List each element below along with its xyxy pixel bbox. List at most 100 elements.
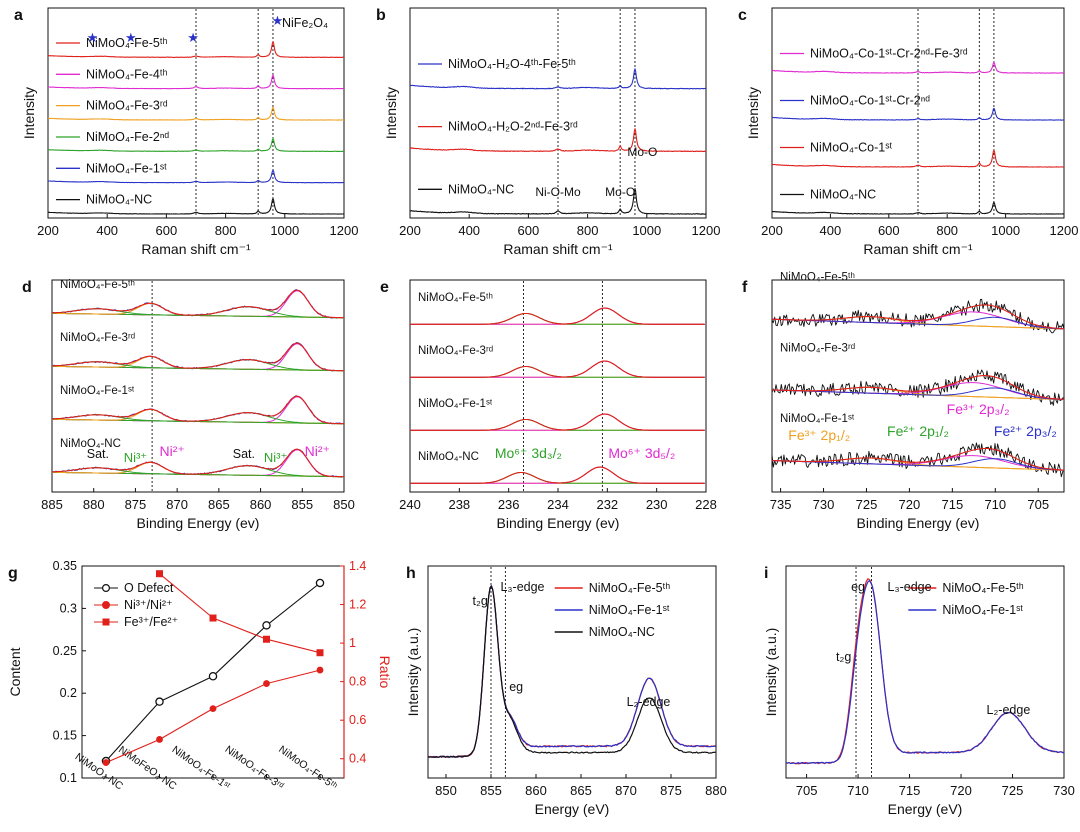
x-tick-label: 400 (458, 223, 480, 238)
fit-component (410, 313, 705, 325)
series-line (410, 68, 707, 90)
y-tick-label: 0.35 (53, 559, 77, 573)
envelope-fit (410, 466, 705, 484)
series-line (409, 128, 707, 153)
x-tick-label: 238 (448, 497, 470, 512)
raw-spectrum (410, 307, 705, 325)
star-marker: ★ (272, 13, 284, 28)
x-tick-label: 730 (1053, 783, 1075, 798)
x-tick-label: NiMoO₄-Fe-1ˢᵗ (170, 744, 233, 793)
series-label: NiMoO₄-Fe-1ˢᵗ (60, 385, 135, 397)
x-tick-label: 715 (942, 497, 964, 512)
data-point (209, 614, 217, 622)
x-tick-label: 880 (83, 497, 105, 512)
legend-label: NiMoO₄-Fe-1ˢᵗ (942, 603, 1023, 617)
fit-component (410, 419, 705, 431)
peak-annotation: L₂-edge (987, 703, 1031, 717)
panel-h-frame (427, 565, 717, 779)
legend-marker (101, 583, 110, 592)
peak-annotation: Fe³⁺ 2p₃/₂ (947, 401, 1010, 417)
peak-annotation: eg (851, 580, 865, 594)
star-marker: ★ (125, 30, 137, 45)
data-point (263, 680, 270, 687)
series-label: NiMoO₄-H₂O-2ⁿᵈ-Fe-3ʳᵈ (448, 120, 578, 134)
x-tick-label: 725 (1002, 783, 1024, 798)
series-label: NiMoO₄-Fe-1ˢᵗ (418, 398, 493, 410)
peak-annotation: Fe³⁺ 2p₁/₂ (788, 427, 850, 443)
panel-letter-f: f (742, 279, 748, 296)
series-label: NiMoO₄-Fe-5ᵗʰ (780, 272, 855, 284)
x-tick-label: 1000 (632, 223, 661, 238)
series-line (48, 198, 344, 215)
series-label: NiMoO₄-NC (448, 182, 514, 196)
series-label: NiMoO₄-NC (810, 187, 876, 201)
x-axis-label: Energy (eV) (535, 801, 610, 817)
series-line (47, 41, 345, 59)
series-label: NiMoO₄-Fe-1ˢᵗ (780, 413, 855, 425)
x-tick-label: 200 (37, 223, 59, 238)
panel-f-frame (771, 279, 1065, 493)
x-tick-label: 855 (291, 497, 313, 512)
legend-label: Ni³⁺/Ni²⁺ (124, 598, 173, 612)
series-label: NiMoO₄-Co-1ˢᵗ (810, 140, 892, 154)
x-tick-label: 1000 (270, 223, 299, 238)
x-axis-label: Energy (eV) (888, 801, 963, 817)
x-tick-label: 860 (525, 783, 547, 798)
y-axis-label: Intensity (745, 87, 761, 139)
raw-spectrum (410, 466, 705, 484)
x-tick-label: 240 (399, 497, 421, 512)
envelope-fit (51, 395, 344, 425)
series-label: NiMoO₄-Fe-5ᵗʰ (86, 36, 168, 50)
legend-marker (101, 600, 110, 609)
series-label: NiMoO₄-Fe-4ᵗʰ (86, 67, 168, 81)
peak-annotation: L₂-edge (627, 695, 671, 709)
x-axis-label: Binding Energy (ev) (857, 515, 980, 531)
x-tick-label: 1200 (330, 223, 359, 238)
peak-annotation: Mo-O (605, 185, 635, 199)
panel-letter-a: a (14, 7, 23, 24)
panel-letter-e: e (380, 279, 389, 296)
legend-marker (102, 618, 110, 626)
data-point (263, 635, 270, 643)
peak-annotation: Sat. (233, 447, 255, 461)
data-point (262, 621, 271, 630)
x-tick-label: 800 (215, 223, 237, 238)
y-tick-label-right: 0.8 (349, 675, 366, 689)
y-axis-label: Intensity (21, 87, 37, 139)
x-axis-label: Raman shift cm⁻¹ (141, 241, 251, 257)
x-tick-label: 600 (518, 223, 540, 238)
series-label: NiMoO₄-Co-1ˢᵗ-Cr-2ⁿᵈ-Fe-3ʳᵈ (810, 46, 968, 60)
series-line (409, 188, 707, 215)
x-tick-label: 200 (761, 223, 783, 238)
series-line (772, 201, 1065, 215)
x-tick-label: 860 (250, 497, 272, 512)
peak-annotation: L₃-edge (888, 580, 932, 594)
panel-letter-b: b (376, 7, 386, 24)
x-tick-label: 228 (695, 497, 717, 512)
data-point (156, 570, 163, 578)
peak-annotation: Ni-O-Mo (535, 185, 581, 199)
series-label: NiMoO₄-NC (60, 438, 121, 450)
x-tick-label: 875 (125, 497, 147, 512)
series-line (771, 149, 1065, 168)
x-tick-label: 865 (208, 497, 230, 512)
raw-spectrum (771, 369, 1065, 406)
x-tick-label: NiMoO₄-Fe-3ʳᵈ (223, 743, 286, 792)
y-tick-label: 0.1 (60, 771, 77, 785)
y-tick-label-right: 1.4 (349, 559, 366, 573)
peak-annotation: Mo-O (627, 145, 657, 159)
series-label: NiMoO₄-H₂O-4ᵗʰ-Fe-5ᵗʰ (448, 57, 576, 71)
x-tick-label: 855 (480, 783, 502, 798)
legend-label: NiMoO₄-Fe-5ᵗʰ (589, 581, 671, 595)
envelope-fit (771, 304, 1064, 330)
x-tick-label: 600 (156, 223, 178, 238)
x-tick-label: 880 (705, 783, 727, 798)
x-tick-label: 400 (96, 223, 118, 238)
x-tick-label: 200 (399, 223, 421, 238)
fit-component (771, 316, 1065, 330)
series-line (47, 106, 345, 121)
series-line (771, 107, 1064, 121)
x-axis-label: Binding Energy (ev) (137, 515, 260, 531)
x-tick-label: 232 (596, 497, 618, 512)
